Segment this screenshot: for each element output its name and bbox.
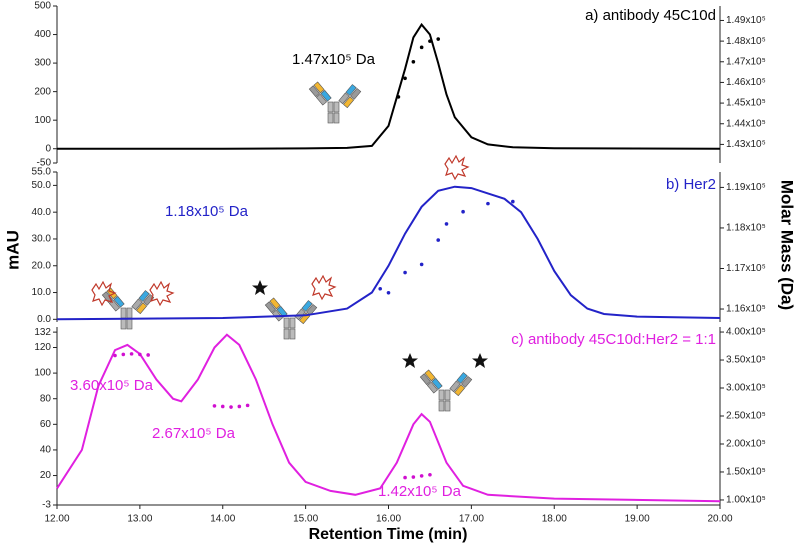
y-axis-label: mAU [3,230,22,270]
y2-tick-label: 1.18x10⁵ [726,223,766,234]
molar-mass-point [212,404,217,408]
panel-title: c) antibody 45C10d:Her2 = 1:1 [511,331,716,348]
molar-mass-point [419,45,424,50]
y2-tick-label: 1.46x10⁵ [726,77,766,88]
molar-mass-point [486,201,490,206]
y-tick-label: 50.0 [32,180,52,191]
molar-mass-point [386,291,391,295]
x-tick-label: 15.00 [293,514,318,525]
y2-tick-label: 1.43x10⁵ [726,139,766,150]
molar-mass-point [237,404,242,409]
y-tick-label: 300 [34,58,51,69]
molar-mass-point [428,472,432,477]
molar-mass-point [444,222,449,226]
y2-tick-label: 1.49x10⁵ [726,15,766,26]
y2-tick-label: 3.50x10⁵ [726,355,766,366]
molar-mass-point [436,37,441,41]
x-tick-label: 13.00 [127,514,152,525]
y2-tick-label: 1.45x10⁵ [726,98,766,109]
molar-mass-point [411,59,416,64]
molar-mass-point [403,76,407,81]
y-tick-label: 120 [34,342,51,353]
signal-line [56,333,721,503]
molar-mass-point [428,39,432,43]
x-tick-label: 14.00 [210,514,235,525]
molar-mass-point [511,199,515,204]
y-tick-label: 40 [40,445,52,456]
molar-mass-point [378,286,383,291]
x-axis-label: Retention Time (min) [309,526,468,543]
molar-mass-point [121,352,126,357]
y-tick-label: 10.0 [32,287,52,298]
molar-mass-point [229,405,233,409]
signal-line [57,22,721,150]
y-tick-label: 60 [40,419,52,430]
molar-mass-point [138,352,142,357]
y-tick-label: 80 [40,393,52,404]
y2-tick-label: 1.19x10⁵ [726,182,766,193]
x-tick-label: 18.00 [542,514,567,525]
signal-line [56,185,721,321]
x-tick-label: 19.00 [625,514,650,525]
y-tick-label: 500 [34,1,51,12]
y-tick-label: 40.0 [32,207,52,218]
y-tick-label: 55.0 [32,167,52,178]
y2-tick-label: 1.16x10⁵ [726,304,766,315]
x-tick-label: 16.00 [376,514,401,525]
y-tick-label: 0 [45,143,51,154]
y2-tick-label: 1.47x10⁵ [726,56,766,67]
molar-mass-point [411,475,416,479]
y2-axis-label: Molar Mass (Da) [778,180,797,310]
molar-mass-point [396,95,401,99]
x-tick-label: 12.00 [44,514,69,525]
molar-mass-point [245,403,250,408]
annotation: 3.60x10⁵ Da [70,377,154,394]
y-tick-label: 400 [34,29,51,40]
annotation: 1.47x10⁵ Da [292,51,376,68]
molar-mass-point [461,209,465,214]
y-tick-label: 100 [34,115,51,126]
annotation: 1.18x10⁵ Da [165,203,249,220]
y2-tick-label: 1.50x10⁵ [726,467,766,478]
panel-title: b) Her2 [666,176,716,193]
molar-mass-point [129,352,134,356]
molar-mass-point [403,270,407,275]
molar-mass-point [113,353,117,358]
x-tick-label: 20.00 [707,514,732,525]
molar-mass-point [220,404,225,409]
y2-tick-label: 2.50x10⁵ [726,411,766,422]
y2-tick-label: 4.00x10⁵ [726,327,766,338]
y-tick-label: 132 [34,327,51,338]
panel-title: a) antibody 45C10d [585,7,716,24]
y-tick-label: 20.0 [32,260,52,271]
y-tick-label: 20 [40,470,52,481]
icons [91,81,488,412]
molar-mass-point [419,474,424,478]
y2-tick-label: 1.00x10⁵ [726,495,766,506]
molar-mass-point [419,262,424,267]
annotation: 1.42x10⁵ Da [378,483,462,500]
annotation: 2.67x10⁵ Da [152,425,236,442]
y2-tick-label: 3.00x10⁵ [726,383,766,394]
x-tick-label: 17.00 [459,514,484,525]
molar-mass-point [436,238,441,242]
y-tick-label: -3 [42,500,51,511]
molar-mass-point [146,353,150,357]
y-tick-label: -50 [37,158,52,169]
y-tick-label: 100 [34,368,51,379]
molar-mass-point [403,475,407,480]
y-tick-label: 30.0 [32,234,52,245]
y-tick-label: 0.0 [37,314,51,325]
y2-tick-label: 1.44x10⁵ [726,118,766,129]
y-tick-label: 200 [34,86,51,97]
y2-tick-label: 2.00x10⁵ [726,439,766,450]
y2-tick-label: 1.48x10⁵ [726,36,766,47]
y2-tick-label: 1.17x10⁵ [726,263,766,274]
